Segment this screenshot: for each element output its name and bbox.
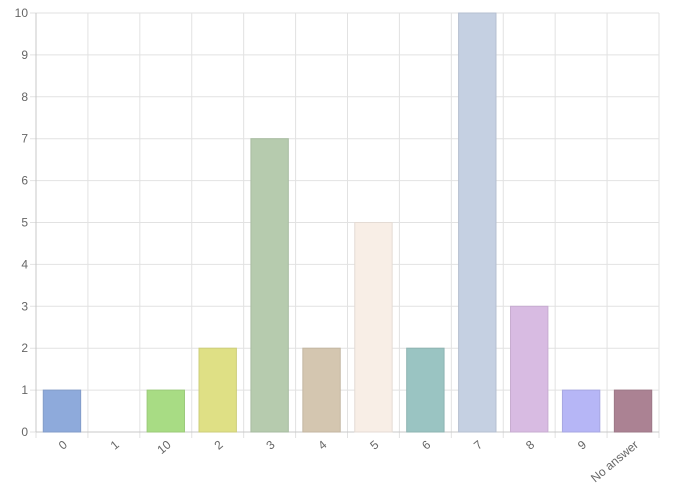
y-tick-label: 9 xyxy=(21,48,28,62)
bar xyxy=(510,305,549,433)
y-tick-label: 6 xyxy=(21,174,28,188)
x-tick-label: 7 xyxy=(471,437,485,452)
y-tick-label: 7 xyxy=(21,132,28,146)
bar xyxy=(198,347,237,433)
bar xyxy=(458,12,497,433)
x-tick-label: 5 xyxy=(367,437,381,452)
x-tick-label: 4 xyxy=(315,437,329,452)
x-tick-label: 9 xyxy=(575,437,589,452)
y-tick-label: 5 xyxy=(21,216,28,230)
x-tick-label: 10 xyxy=(154,437,173,457)
y-tick-label: 1 xyxy=(21,383,28,397)
y-tick-label: 3 xyxy=(21,299,28,313)
bar xyxy=(561,389,601,433)
bar xyxy=(146,389,185,433)
bar xyxy=(250,138,289,433)
x-tick-label: 2 xyxy=(212,437,226,452)
bar xyxy=(302,347,341,433)
x-tick-label: No answer xyxy=(588,438,641,486)
y-tick-label: 4 xyxy=(21,257,28,271)
y-tick-label: 10 xyxy=(15,6,29,20)
x-tick-label: 6 xyxy=(419,437,433,452)
y-tick-label: 0 xyxy=(21,425,28,439)
y-tick-label: 2 xyxy=(21,341,28,355)
bar xyxy=(406,347,445,433)
y-tick-label: 8 xyxy=(21,90,28,104)
bar xyxy=(42,389,82,433)
x-tick-label: 8 xyxy=(523,437,537,452)
x-tick-label: 1 xyxy=(108,437,122,452)
bar xyxy=(613,389,653,433)
bar xyxy=(354,222,393,433)
x-tick-label: 0 xyxy=(56,437,70,452)
x-tick-label: 3 xyxy=(263,437,277,452)
